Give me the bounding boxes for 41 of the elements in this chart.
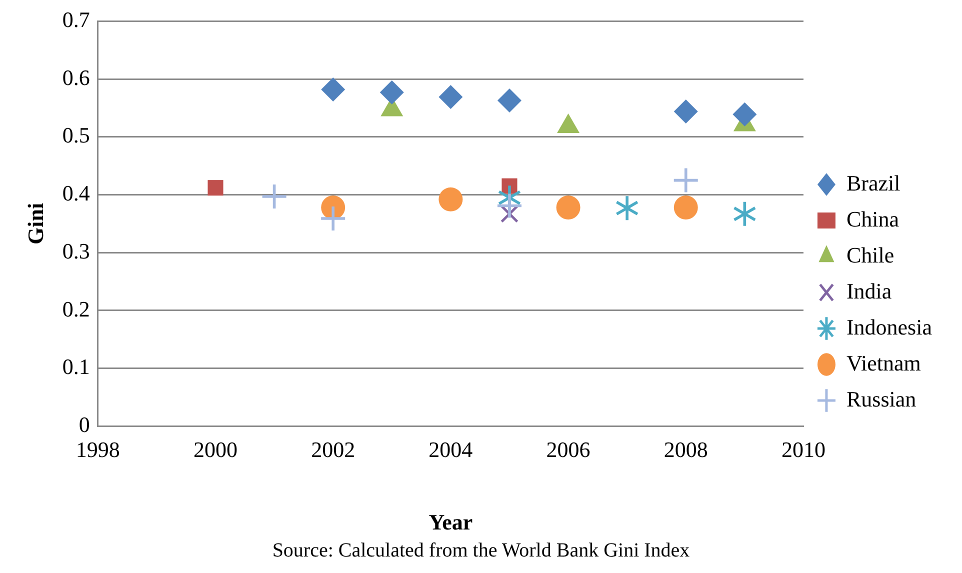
legend-label: China <box>846 206 900 232</box>
point <box>208 180 224 196</box>
x-tick-label: 2002 <box>311 437 356 462</box>
point <box>674 168 698 192</box>
legend-label: India <box>846 278 892 304</box>
x-tick-label: 2008 <box>664 437 708 462</box>
point <box>321 77 346 102</box>
point <box>497 194 522 218</box>
y-axis-title: Gini <box>22 202 48 244</box>
legend-label: Chile <box>846 242 894 268</box>
point <box>380 80 404 104</box>
y-tick-label: 0.4 <box>62 180 90 206</box>
x-tick-label: 2000 <box>193 437 238 462</box>
y-tick-label: 0.5 <box>62 122 90 148</box>
legend-label: Brazil <box>846 170 900 196</box>
point <box>732 102 757 126</box>
y-tick-label: 0.1 <box>62 354 90 380</box>
source-note: Source: Calculated from the World Bank Gini Index <box>272 539 690 562</box>
point <box>321 206 346 230</box>
legend-label: Russian <box>846 386 916 412</box>
point <box>674 196 698 220</box>
y-tick-label: 0 <box>78 412 90 437</box>
x-tick-label: 2004 <box>428 437 473 462</box>
point <box>262 184 286 209</box>
point <box>438 84 463 109</box>
point <box>497 88 522 112</box>
legend-label: Indonesia <box>846 314 932 340</box>
x-tick-label: 1998 <box>76 437 120 462</box>
point <box>674 99 698 124</box>
y-tick-label: 0.6 <box>62 64 90 90</box>
point <box>556 196 580 220</box>
x-axis-title: Year <box>428 509 473 534</box>
point <box>734 202 756 226</box>
x-tick-label: 2010 <box>781 437 826 462</box>
y-tick-label: 0.3 <box>62 238 90 264</box>
y-tick-label: 0.2 <box>62 296 90 322</box>
legend-label: Vietnam <box>846 350 921 376</box>
point <box>616 196 638 220</box>
y-tick-label: 0.7 <box>62 6 90 32</box>
point <box>438 187 463 212</box>
x-tick-label: 2006 <box>546 437 590 462</box>
